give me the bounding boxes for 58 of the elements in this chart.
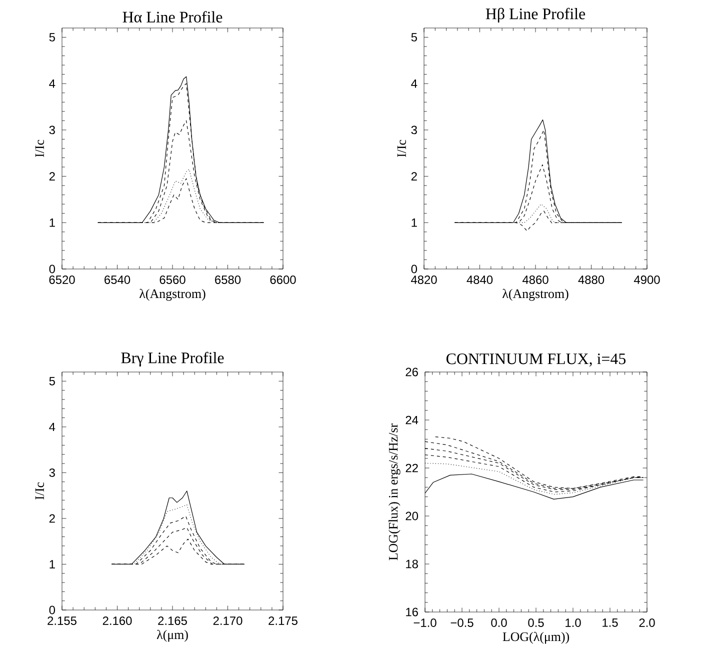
x-tick-label: 2.0 [639,618,655,627]
y-tick-label: 22 [406,464,418,472]
x-tick-label: 0.0 [491,618,507,627]
y-tick-label: 4 [411,80,418,88]
x-axis-title: LOG(λ(μm)) [502,632,570,644]
x-tick-label: 2.170 [213,616,242,625]
x-tick-label: 4900 [634,276,660,284]
x-tick-label: 2.175 [268,616,298,625]
y-tick-label: 1 [50,560,55,568]
x-tick-label: 4820 [410,276,437,284]
y-axis-title: I/Ic [397,140,406,158]
y-tick-label: 5 [49,33,55,42]
x-tick-label: 4860 [522,276,548,284]
y-tick-label: 4 [49,80,56,88]
chart-title: Brγ Line Profile [121,352,224,366]
y-tick-label: 18 [406,560,418,568]
y-axis-title: I/Ic [35,482,44,500]
chart-title: Hβ Line Profile [486,8,586,22]
y-tick-label: 24 [406,416,418,424]
x-tick-label: 6520 [49,276,75,284]
y-tick-label: 3 [49,468,55,477]
x-tick-label: 2.165 [158,616,187,625]
x-tick-label: 4840 [466,276,493,284]
y-tick-label: 2 [49,172,55,180]
y-tick-label: 2 [49,514,55,523]
x-axis-title: λ(Angstrom) [502,288,568,301]
x-tick-label: −0.5 [450,618,474,627]
y-tick-label: 3 [49,126,55,134]
x-axis-title: λ(μm) [156,630,188,642]
x-tick-label: 1.0 [566,618,581,627]
y-tick-label: 3 [411,126,417,134]
x-tick-label: 6560 [160,276,186,284]
y-tick-label: 0 [49,606,56,614]
x-tick-label: 6600 [270,276,296,284]
chart-title: CONTINUUM FLUX, i=45 [446,354,626,367]
y-tick-label: 2 [411,172,417,180]
y-tick-label: 20 [406,512,418,520]
chart-title: Hα Line Profile [122,11,222,22]
y-tick-label: 26 [406,368,418,376]
x-tick-label: 6540 [104,276,130,284]
x-tick-label: −1.0 [414,618,436,627]
y-tick-label: 1 [412,218,417,227]
x-tick-label: 4880 [578,276,604,284]
y-tick-label: 0 [411,264,418,274]
x-tick-label: 1.5 [602,618,618,627]
x-tick-label: 6580 [215,276,241,284]
y-tick-label: 1 [50,218,55,227]
x-tick-label: 2.155 [48,616,76,625]
y-tick-label: 0 [49,264,56,274]
y-tick-label: 5 [411,33,417,42]
y-tick-label: 16 [406,608,418,616]
y-tick-label: 4 [49,422,56,432]
y-axis-title: I/Ic [35,140,44,158]
x-tick-label: 0.5 [528,618,544,627]
x-axis-title: λ(Angstrom) [139,288,206,301]
y-axis-title: LOG(Flux) in ergs/s/Hz/sr [388,424,400,560]
x-tick-label: 2.160 [102,616,132,625]
y-tick-label: 5 [49,376,55,386]
